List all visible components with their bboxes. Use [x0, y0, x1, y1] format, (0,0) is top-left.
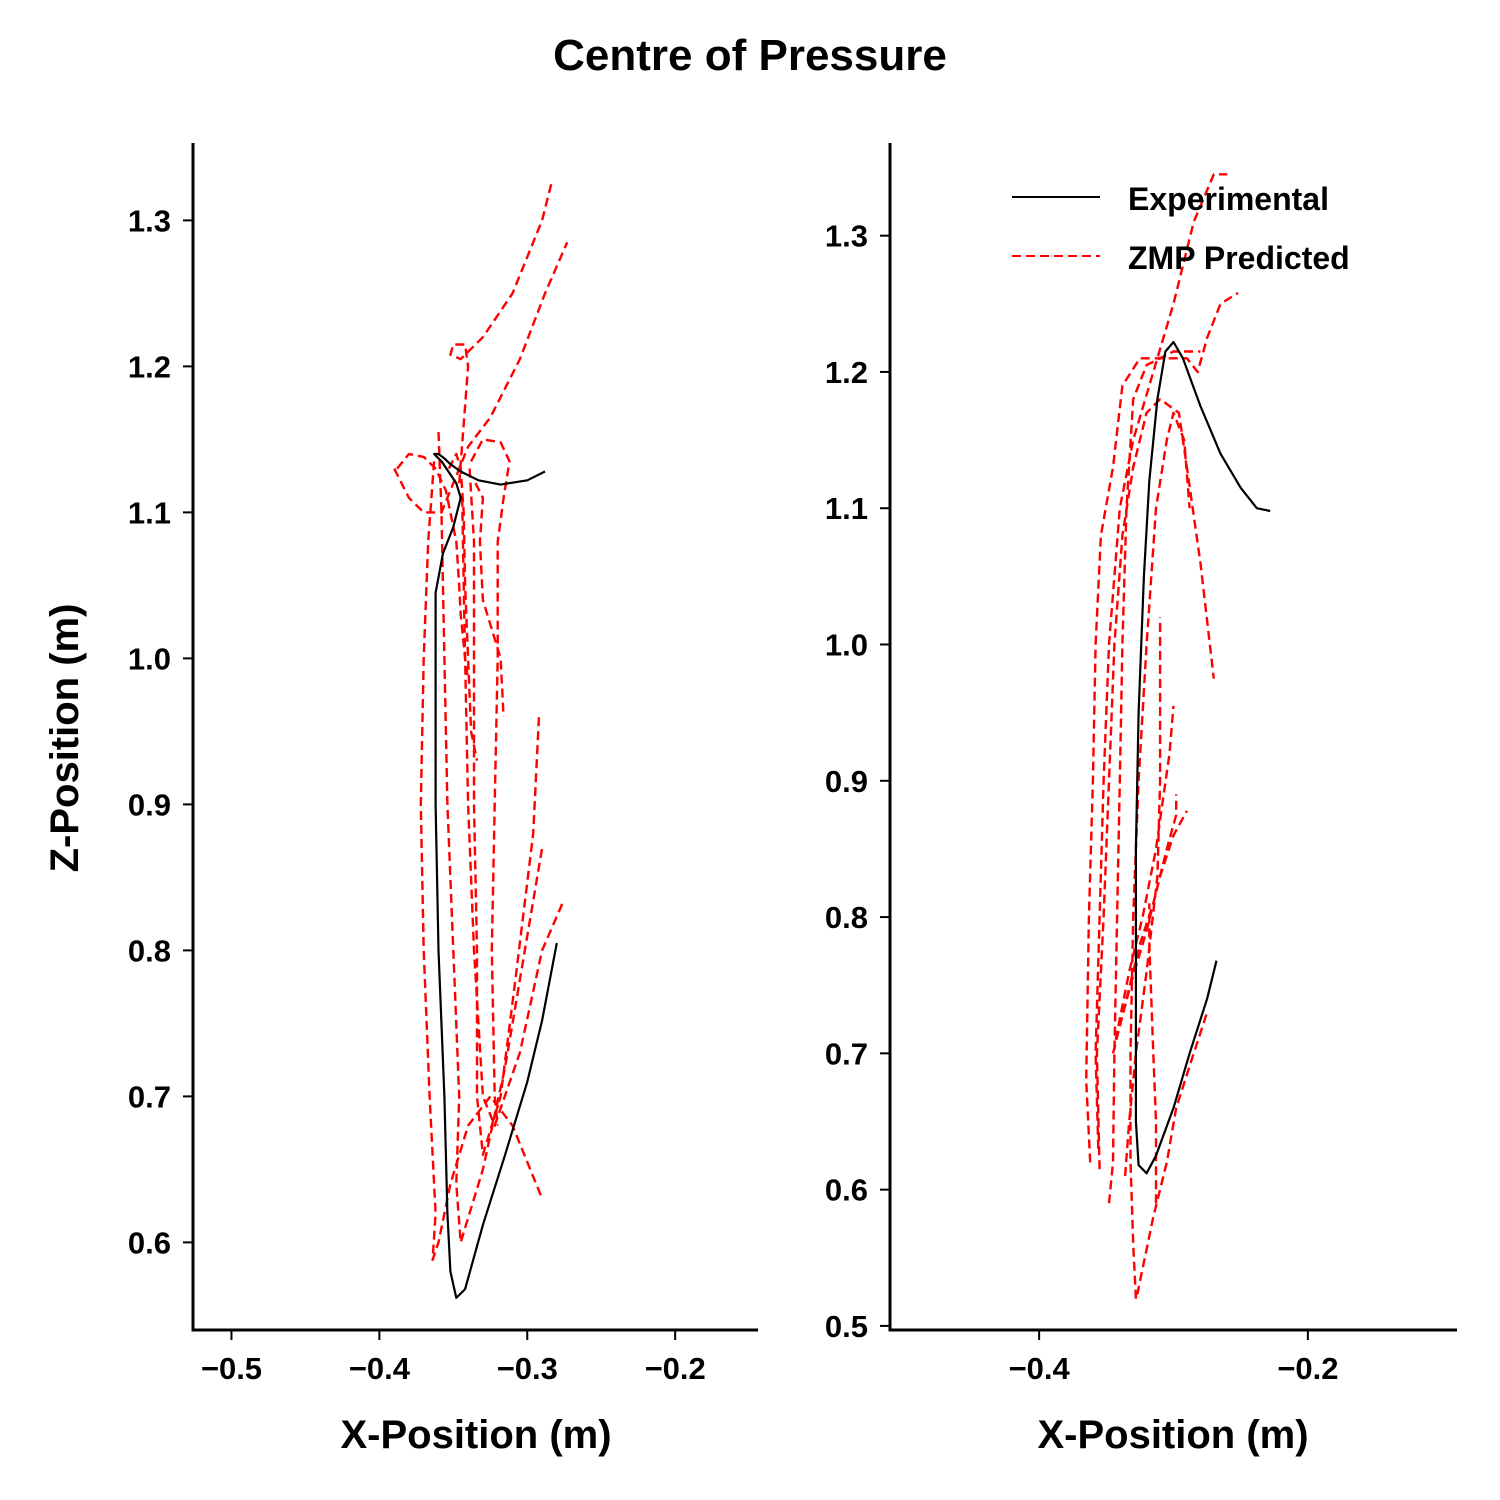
legend-label-experimental: Experimental [1128, 181, 1329, 217]
right-y-tick-label: 0.8 [825, 900, 868, 935]
left-series-zmp-predicted-8 [470, 438, 511, 1126]
left-y-axis-label: Z-Position (m) [43, 604, 87, 873]
left-series-zmp-predicted-1 [419, 461, 544, 1262]
left-x-tick-label: −0.2 [645, 1351, 706, 1386]
left-y-tick-label: 0.8 [128, 933, 171, 968]
right-series-zmp-predicted-10 [1123, 617, 1162, 1177]
left-series-zmp-predicted-4 [461, 497, 566, 1127]
right-plot-lines [1085, 173, 1271, 1299]
right-series-zmp-predicted-6 [1136, 1012, 1209, 1295]
left-y-tick-label: 1.1 [128, 495, 171, 530]
left-series-experimental [433, 452, 558, 1299]
left-series-zmp-predicted-7 [396, 452, 470, 681]
left-x-tick-label: −0.5 [201, 1351, 262, 1386]
left-panel: −0.5 −0.4 −0.3 −0.2 0.6 0.7 0.8 0.9 1.0 1.1 1.2 1.3… [43, 143, 758, 1457]
left-series-zmp-predicted-3 [468, 468, 541, 1156]
left-series-zmp-predicted-5 [449, 179, 554, 484]
left-y-tick-label: 1.2 [128, 349, 171, 384]
right-y-tick-label: 1.1 [825, 491, 868, 526]
right-series-zmp-predicted-2 [1094, 173, 1228, 1149]
right-y-tick-label: 0.7 [825, 1036, 868, 1071]
right-y-tick-label: 0.6 [825, 1173, 868, 1208]
right-series-zmp-predicted-3 [1085, 291, 1239, 1163]
right-panel: −0.4 −0.2 0.5 0.6 0.7 0.8 0.9 1.0 1.1 1.2 1.3 X-Po… [825, 143, 1457, 1457]
legend: Experimental ZMP Predicted [1012, 181, 1350, 276]
figure-title: Centre of Pressure [553, 31, 947, 80]
left-y-tick-label: 0.9 [128, 787, 171, 822]
legend-label-zmp-predicted: ZMP Predicted [1128, 240, 1350, 276]
right-x-tick-label: −0.4 [1009, 1351, 1071, 1386]
left-y-tick-label: 0.6 [128, 1225, 171, 1260]
left-x-axis-label: X-Position (m) [340, 1413, 611, 1457]
right-y-tick-label: 1.0 [825, 628, 868, 663]
right-y-tick-label: 0.9 [825, 764, 868, 799]
left-x-tick-label: −0.3 [497, 1351, 558, 1386]
right-series-zmp-predicted-8 [1111, 794, 1178, 1054]
right-x-tick-label: −0.2 [1277, 1351, 1338, 1386]
left-axes: −0.5 −0.4 −0.3 −0.2 0.6 0.7 0.8 0.9 1.0 1.1 1.2 1.3 [128, 143, 758, 1386]
right-series-zmp-predicted-11 [1148, 903, 1158, 1204]
right-x-axis-label: X-Position (m) [1037, 1413, 1308, 1457]
left-series-zmp-predicted-10 [447, 452, 479, 761]
right-series-zmp-predicted-9 [1114, 705, 1175, 1040]
left-y-tick-label: 0.7 [128, 1079, 171, 1114]
right-y-tick-label: 0.5 [825, 1309, 868, 1344]
left-y-tick-label: 1.3 [128, 203, 171, 238]
left-series-zmp-predicted-9 [474, 482, 505, 717]
left-series-zmp-predicted-6 [393, 241, 569, 514]
right-axes: −0.4 −0.2 0.5 0.6 0.7 0.8 0.9 1.0 1.1 1.2 1.3 [825, 143, 1457, 1386]
left-plot-lines [393, 179, 569, 1299]
right-y-tick-label: 1.3 [825, 219, 868, 254]
right-series-zmp-predicted-1 [1107, 350, 1201, 1204]
right-series-experimental [1134, 340, 1271, 1175]
left-y-tick-label: 1.0 [128, 641, 171, 676]
left-series-zmp-predicted-2 [437, 432, 544, 1244]
left-x-tick-label: −0.4 [349, 1351, 411, 1386]
right-y-tick-label: 1.2 [825, 355, 868, 390]
